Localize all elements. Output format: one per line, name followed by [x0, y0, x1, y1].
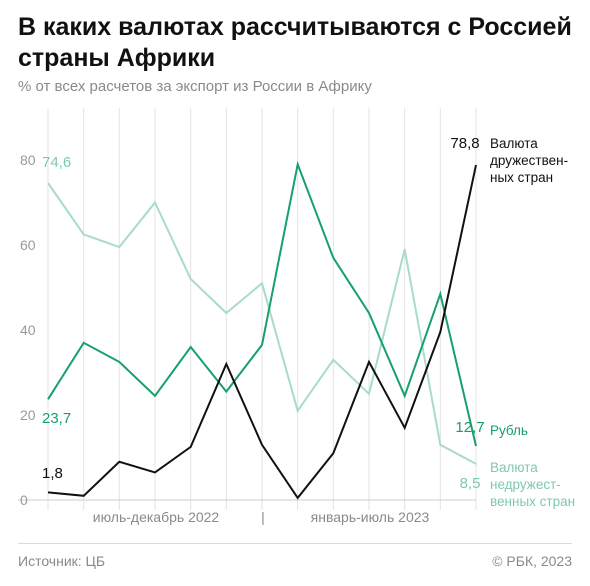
x-period-label: июль-декабрь 2022	[93, 509, 220, 525]
footer-divider	[18, 543, 572, 544]
x-period-separator: |	[261, 509, 265, 525]
line-chart: 0 20 40 60 80 июль-декабрь 2022 | январь-июль 2…	[18, 108, 575, 525]
series-name-label: Валюта	[490, 460, 538, 475]
data-label: 1,8	[42, 465, 63, 482]
source-note: Источник: ЦБ	[18, 553, 106, 569]
series-line	[47, 164, 477, 500]
data-label: 8,5	[460, 475, 481, 492]
series-name-label: Валюта	[490, 136, 538, 151]
y-tick-label: 20	[20, 407, 36, 423]
data-label: 23,7	[42, 410, 71, 427]
y-tick-label: 60	[20, 237, 36, 253]
series-line	[47, 160, 477, 447]
y-tick-label: 40	[20, 322, 36, 338]
series-name-label: венных стран	[490, 494, 575, 509]
data-label: 74,6	[42, 154, 71, 171]
series-line	[47, 182, 477, 465]
y-tick-label: 0	[20, 492, 28, 508]
chart-title: В каких валютах рассчитываются с Россией…	[18, 13, 572, 72]
series-name-label: Рубль	[490, 423, 528, 438]
chart-subtitle: % от всех расчетов за экспорт из России …	[18, 78, 372, 95]
series-name-label: недружест-	[490, 477, 561, 492]
copyright-note: © РБК, 2023	[492, 553, 572, 569]
data-label: 78,8	[450, 135, 479, 152]
data-label: 12,7	[455, 419, 484, 436]
series-name-label: дружествен-	[490, 153, 568, 168]
x-period-label: январь-июль 2023	[311, 509, 430, 525]
y-tick-label: 80	[20, 152, 36, 168]
series-name-label: ных стран	[490, 170, 553, 185]
